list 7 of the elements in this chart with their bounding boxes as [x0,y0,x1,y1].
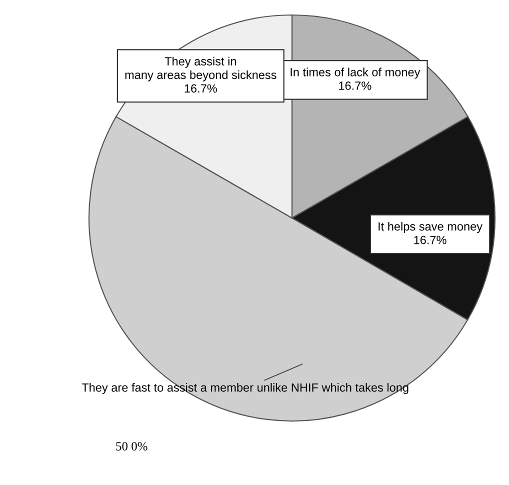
slice-label: In times of lack of money [290,68,420,79]
slice-label: They assist in many areas beyond sickness [125,56,276,82]
data-label: 16.7% [184,84,217,93]
data-label: 16.7% [414,236,446,244]
data-label: 16.7% [339,82,372,90]
slice-label: It helps save money [378,222,483,233]
data-label: 50 0% [116,442,148,451]
